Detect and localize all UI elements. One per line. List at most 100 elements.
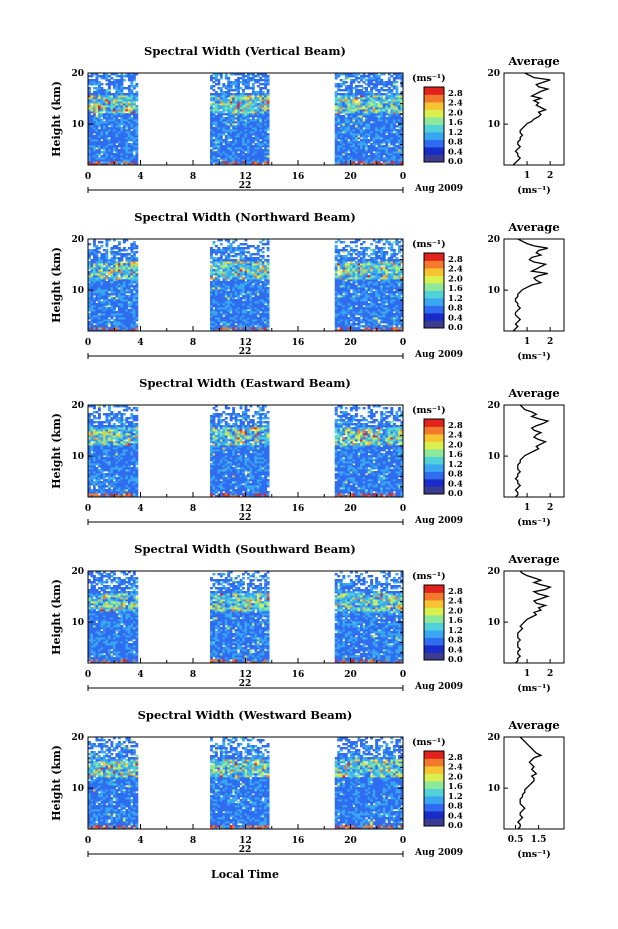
heatmap-cell (115, 295, 119, 298)
heatmap-cell (387, 155, 391, 158)
heatmap-cell (237, 125, 240, 128)
heatmap-cell (222, 261, 226, 264)
heatmap-cell (266, 157, 270, 160)
heatmap-cell (210, 135, 213, 138)
heatmap-cell (254, 257, 258, 260)
heatmap-cell (219, 123, 223, 126)
heatmap-cell (256, 135, 260, 138)
heatmap-cell (400, 127, 404, 130)
heatmap-cell (219, 275, 223, 278)
heatmap-cell (229, 161, 233, 164)
heatmap-cell (222, 297, 226, 300)
heatmap-cell (120, 79, 124, 82)
heatmap-cell (92, 123, 96, 126)
heatmap-cell (375, 127, 379, 130)
heatmap-cell (342, 115, 346, 118)
heatmap-cell (244, 135, 248, 138)
heatmap-cell (135, 95, 139, 98)
heatmap-cell (217, 315, 221, 318)
heatmap-cell (344, 149, 348, 152)
heatmap-cell (105, 283, 109, 286)
heatmap-cell (100, 329, 104, 332)
heatmap-cell (120, 293, 124, 296)
heatmap-cell (349, 75, 353, 78)
heatmap-cell (259, 127, 263, 130)
heatmap-cell (217, 129, 221, 132)
heatmap-cell (254, 91, 258, 94)
heatmap-cell (222, 133, 226, 136)
heatmap-cell (382, 151, 386, 154)
heatmap-cell (261, 301, 265, 304)
heatmap-cell (232, 311, 236, 314)
heatmap-cell (246, 121, 250, 124)
heatmap-cell (339, 99, 343, 102)
heatmap-cell (90, 163, 94, 166)
heatmap-cell (382, 309, 386, 312)
heatmap-cell (259, 135, 263, 138)
heatmap-cell (112, 133, 116, 136)
heatmap-cell (219, 163, 223, 166)
heatmap-cell (395, 89, 399, 92)
heatmap-cell (95, 247, 99, 250)
heatmap-cell (357, 85, 361, 88)
heatmap-cell (112, 103, 116, 106)
heatmap-cell (229, 117, 233, 120)
heatmap-cell (132, 121, 136, 124)
heatmap-cell (261, 101, 265, 104)
heatmap-cell (135, 111, 139, 114)
heatmap-cell (125, 277, 129, 280)
heatmap-cell (261, 99, 265, 102)
heatmap-cell (90, 109, 94, 112)
heatmap-cell (130, 259, 134, 262)
heatmap-cell (339, 309, 343, 312)
heatmap-cell (256, 81, 260, 84)
heatmap-cell (227, 159, 231, 162)
heatmap-cell (264, 75, 268, 78)
heatmap-cell (227, 273, 231, 276)
heatmap-cell (130, 163, 134, 166)
heatmap-cell (385, 143, 389, 146)
heatmap-cell (224, 119, 228, 122)
heatmap-cell (217, 267, 221, 270)
heatmap-cell (390, 313, 394, 316)
heatmap-cell (112, 297, 116, 300)
heatmap-cell (377, 315, 381, 318)
heatmap-cell (234, 309, 238, 312)
heatmap-cell (237, 277, 240, 280)
heatmap-cell (344, 323, 348, 326)
heatmap-cell (354, 115, 358, 118)
heatmap-cell (88, 131, 91, 134)
heatmap-cell (246, 259, 250, 262)
heatmap-cell (219, 299, 223, 302)
heatmap-cell (357, 163, 361, 166)
heatmap-cell (222, 273, 226, 276)
heatmap-cell (212, 159, 216, 162)
heatmap-cell (132, 107, 136, 110)
heatmap-cell (362, 143, 366, 146)
heatmap-cell (339, 145, 343, 148)
heatmap-cell (227, 101, 231, 104)
heatmap-cell (102, 301, 106, 304)
heatmap-cell (395, 93, 399, 96)
heatmap-cell (125, 291, 129, 294)
heatmap-cell (382, 163, 386, 166)
heatmap-cell (334, 157, 338, 160)
heatmap-cell (227, 131, 231, 134)
heatmap-cell (100, 75, 104, 78)
heatmap-cell (227, 145, 231, 148)
heatmap-cell (392, 155, 396, 158)
heatmap-cell (88, 83, 91, 86)
heatmap-cell (210, 97, 213, 100)
heatmap-cell (261, 73, 265, 76)
heatmap-cell (115, 127, 119, 130)
heatmap-cell (229, 129, 233, 132)
heatmap-cell (400, 93, 404, 96)
heatmap-cell (100, 93, 104, 96)
heatmap-cell (88, 109, 91, 112)
heatmap-cell (120, 147, 124, 150)
heatmap-cell (349, 127, 353, 130)
heatmap-cell (365, 75, 369, 78)
heatmap-cell (362, 77, 366, 80)
heatmap-cell (244, 119, 248, 122)
heatmap-cell (239, 271, 243, 274)
